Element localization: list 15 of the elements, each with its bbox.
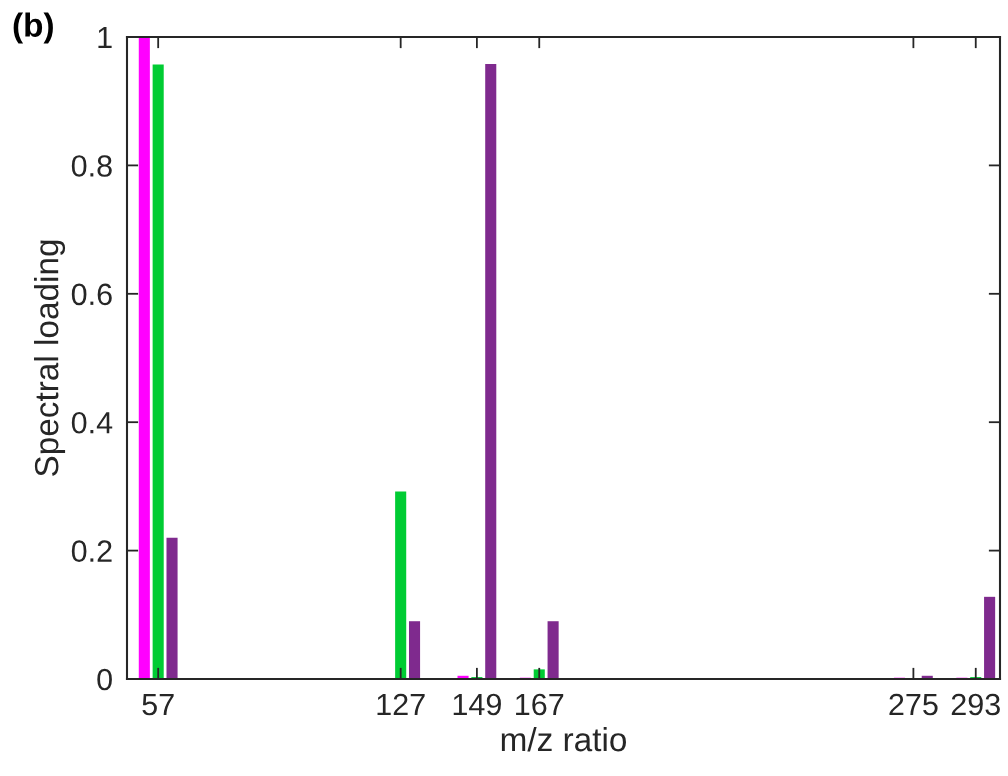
x-tick-label: 127 [377,693,425,716]
y-tick-label: 1 [98,27,112,49]
y-tick-label: 0.4 [71,411,113,434]
x-tick-label: 293 [951,693,1000,716]
y-tick-label: 0.8 [71,155,112,177]
y-axis-title: Spectral loading [34,240,66,476]
x-tick-label: 57 [142,694,174,716]
x-axis-title: m/z ratio [501,726,627,752]
y-tick-label: 0.6 [71,283,112,306]
y-tick-label: 0 [97,668,112,691]
x-tick-label: 275 [889,693,938,716]
x-tick-label: 167 [516,693,564,716]
y-tick-label: 0.2 [71,540,112,562]
x-tick-label: 149 [453,693,501,716]
chart-title: (b) [13,12,53,44]
